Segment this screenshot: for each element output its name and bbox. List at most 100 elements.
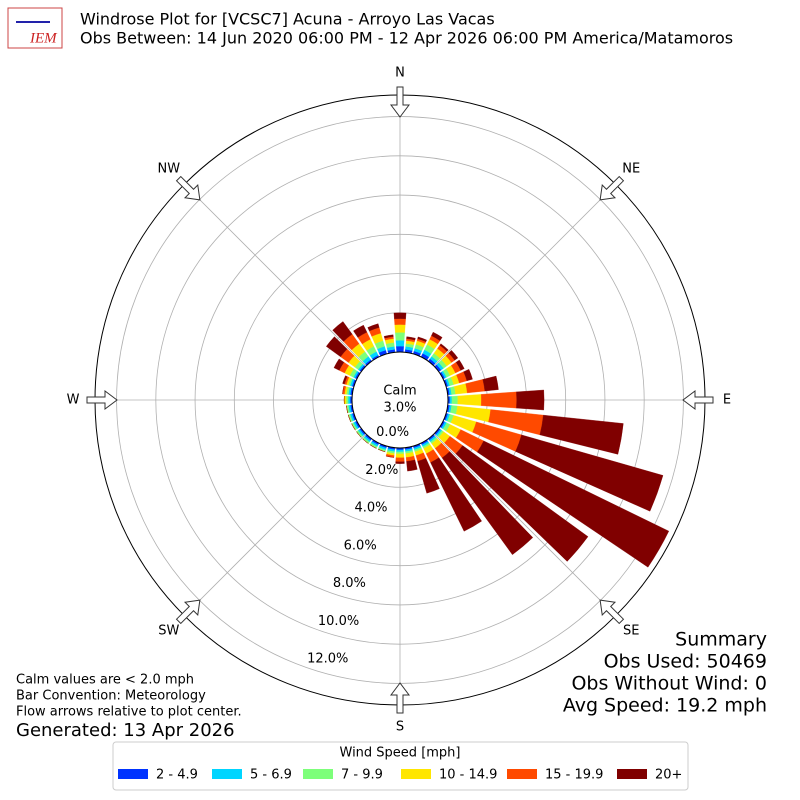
logo-frame bbox=[7, 7, 63, 49]
summary-line: Obs Used: 50469 bbox=[604, 651, 767, 673]
wind-bar bbox=[333, 358, 345, 371]
wind-bar bbox=[482, 375, 499, 392]
compass-label: W bbox=[67, 393, 80, 408]
legend-swatch bbox=[118, 769, 148, 779]
wind-bar bbox=[395, 461, 405, 464]
legend-swatch bbox=[212, 769, 242, 779]
radial-grid-line bbox=[433, 184, 616, 367]
wind-bar bbox=[463, 369, 473, 382]
compass-label: S bbox=[396, 720, 404, 735]
wind-bar bbox=[455, 359, 465, 371]
legend-label: 20+ bbox=[655, 768, 682, 783]
wind-bar bbox=[476, 440, 670, 568]
wind-bar bbox=[353, 324, 368, 338]
radial-grid-line bbox=[184, 433, 367, 616]
compass-label: SW bbox=[158, 624, 179, 639]
wind-bar bbox=[332, 321, 353, 342]
wind-bar bbox=[515, 434, 664, 512]
wind-bar bbox=[378, 449, 386, 452]
wind-bar bbox=[439, 343, 449, 352]
wind-bar bbox=[385, 455, 394, 458]
compass-label: NW bbox=[157, 161, 180, 176]
wind-bar bbox=[394, 324, 406, 333]
flow-arrow bbox=[599, 599, 625, 625]
wind-bar bbox=[395, 340, 405, 347]
chart-subtitle: Obs Between: 14 Jun 2020 06:00 PM - 12 A… bbox=[80, 29, 733, 48]
legend-swatch bbox=[401, 769, 431, 779]
wind-bar bbox=[480, 391, 517, 409]
flow-arrow bbox=[682, 390, 714, 410]
calm-label: Calm bbox=[383, 384, 416, 399]
wind-bar bbox=[451, 395, 458, 405]
wind-bar bbox=[369, 444, 377, 449]
logo: IEM bbox=[7, 7, 63, 49]
legend-label: 15 - 19.9 bbox=[545, 768, 603, 783]
wind-bar bbox=[345, 396, 349, 404]
legend-label: 7 - 9.9 bbox=[341, 768, 383, 783]
legend-label: 5 - 6.9 bbox=[250, 768, 292, 783]
flow-arrow bbox=[175, 599, 201, 625]
radial-grid-line bbox=[184, 184, 367, 367]
grid-circle bbox=[155, 155, 645, 645]
wind-bar bbox=[342, 375, 348, 385]
wind-bar bbox=[406, 459, 418, 472]
legend-swatch bbox=[303, 769, 333, 779]
wind-bar bbox=[351, 423, 356, 431]
wind-bar bbox=[539, 414, 624, 455]
wind-bar bbox=[347, 396, 351, 404]
flow-arrow bbox=[599, 175, 625, 201]
radial-tick-label: 12.0% bbox=[307, 651, 348, 666]
compass-label: E bbox=[723, 393, 731, 408]
legend-label: 2 - 4.9 bbox=[156, 768, 198, 783]
wind-bar bbox=[326, 336, 348, 358]
wind-bar bbox=[396, 451, 404, 455]
wind-bar bbox=[395, 453, 405, 458]
wind-bar bbox=[455, 445, 589, 562]
radial-tick-label: 8.0% bbox=[333, 576, 366, 591]
note: Flow arrows relative to plot center. bbox=[16, 705, 242, 720]
note: Bar Convention: Meteorology bbox=[16, 689, 206, 704]
calm-circle bbox=[351, 351, 449, 449]
radial-tick-label: 10.0% bbox=[318, 614, 359, 629]
wind-bar bbox=[362, 438, 369, 444]
radial-tick-label: 2.0% bbox=[365, 463, 398, 478]
flow-arrow bbox=[86, 390, 118, 410]
wind-bar bbox=[417, 457, 440, 494]
wind-bar bbox=[441, 451, 534, 555]
wind-bar bbox=[396, 345, 404, 353]
wind-bar bbox=[394, 318, 406, 325]
radial-tick-label: 6.0% bbox=[344, 538, 377, 553]
wind-bar bbox=[383, 334, 394, 339]
wind-bar bbox=[406, 336, 416, 341]
compass-label: NE bbox=[622, 161, 640, 176]
legend-frame bbox=[112, 741, 689, 791]
wind-bar bbox=[393, 312, 407, 320]
calm-value: 3.0% bbox=[383, 401, 416, 416]
flow-arrow bbox=[390, 682, 410, 714]
summary-line: Obs Without Wind: 0 bbox=[571, 673, 767, 695]
compass-label: SE bbox=[623, 624, 639, 639]
legend-swatch bbox=[507, 769, 537, 779]
wind-bar bbox=[367, 323, 380, 332]
wind-bar bbox=[430, 457, 482, 532]
wind-bar bbox=[449, 396, 453, 404]
grid-circle bbox=[233, 233, 567, 567]
wind-bar bbox=[348, 414, 351, 422]
wind-bar bbox=[356, 431, 362, 438]
flow-arrow bbox=[390, 86, 410, 118]
legend-title: Wind Speed [mph] bbox=[340, 746, 461, 761]
wind-bar bbox=[516, 389, 545, 411]
chart-title: Windrose Plot for [VCSC7] Acuna - Arroyo… bbox=[80, 10, 495, 29]
wind-bar bbox=[448, 350, 459, 361]
wind-bar bbox=[346, 405, 348, 414]
note: Calm values are < 2.0 mph bbox=[16, 673, 194, 688]
wind-bar bbox=[417, 336, 427, 343]
wind-bar bbox=[342, 385, 345, 394]
radial-tick-label: 4.0% bbox=[354, 501, 387, 516]
summary-line: Avg Speed: 19.2 mph bbox=[563, 695, 767, 717]
radial-tick-label: 0.0% bbox=[376, 425, 409, 440]
radial-grid-line bbox=[433, 433, 616, 616]
compass-label: N bbox=[395, 66, 405, 81]
wind-bar bbox=[395, 457, 405, 462]
